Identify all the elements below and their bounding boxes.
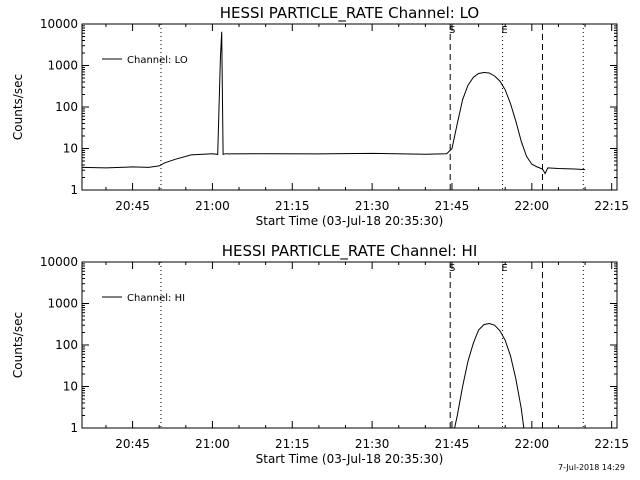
panel-hi: HESSI PARTICLE_RATE Channel: HI Counts/se…: [11, 242, 629, 466]
y-tick-label: 100: [55, 338, 78, 352]
y-axis-label: Counts/sec: [11, 74, 25, 140]
x-tick-label: 22:15: [594, 437, 629, 451]
plot-frame: [81, 261, 618, 429]
y-tick-label: 1000: [47, 59, 78, 73]
y-tick-label: 10000: [40, 255, 78, 269]
legend-label: Channel: LO: [127, 55, 188, 66]
x-tick-label: 21:15: [275, 199, 310, 213]
panel-lo: HESSI PARTICLE_RATE Channel: LO Counts/se…: [11, 4, 629, 228]
marker-label-e: E: [501, 263, 507, 274]
chart-title: HESSI PARTICLE_RATE Channel: LO: [220, 4, 479, 23]
y-tick-label: 1000: [47, 297, 78, 311]
x-tick-label: 21:45: [435, 437, 470, 451]
x-tick-label: 21:15: [275, 437, 310, 451]
marker-label-s: S: [449, 263, 455, 274]
x-tick-label: 21:45: [435, 199, 470, 213]
x-tick-label: 21:30: [355, 199, 390, 213]
x-tick-label: 22:00: [515, 199, 550, 213]
chart-title: HESSI PARTICLE_RATE Channel: HI: [222, 242, 478, 261]
series-line: [454, 322, 525, 428]
x-tick-label: 22:15: [594, 199, 629, 213]
marker-label-s: S: [449, 25, 455, 36]
y-tick-label: 1: [70, 183, 78, 197]
x-tick-label: 20:45: [115, 437, 150, 451]
x-tick-label: 22:00: [515, 437, 550, 451]
timestamp-footer: 7-Jul-2018 14:29: [558, 463, 625, 472]
series-line: [82, 31, 586, 175]
marker-label-e: E: [501, 25, 507, 36]
y-tick-label: 100: [55, 100, 78, 114]
x-axis-label: Start Time (03-Jul-18 20:35:30): [256, 214, 444, 228]
x-tick-label: 21:00: [195, 199, 230, 213]
x-tick-label: 20:45: [115, 199, 150, 213]
legend-label: Channel: HI: [127, 293, 185, 304]
y-tick-label: 1: [70, 421, 78, 435]
y-tick-label: 10: [63, 380, 78, 394]
x-tick-label: 21:30: [355, 437, 390, 451]
y-tick-label: 10000: [40, 17, 78, 31]
x-axis-label: Start Time (03-Jul-18 20:35:30): [256, 452, 444, 466]
plot-frame: [81, 23, 618, 191]
y-tick-label: 10: [63, 142, 78, 156]
y-axis-label: Counts/sec: [11, 312, 25, 378]
x-tick-label: 21:00: [195, 437, 230, 451]
